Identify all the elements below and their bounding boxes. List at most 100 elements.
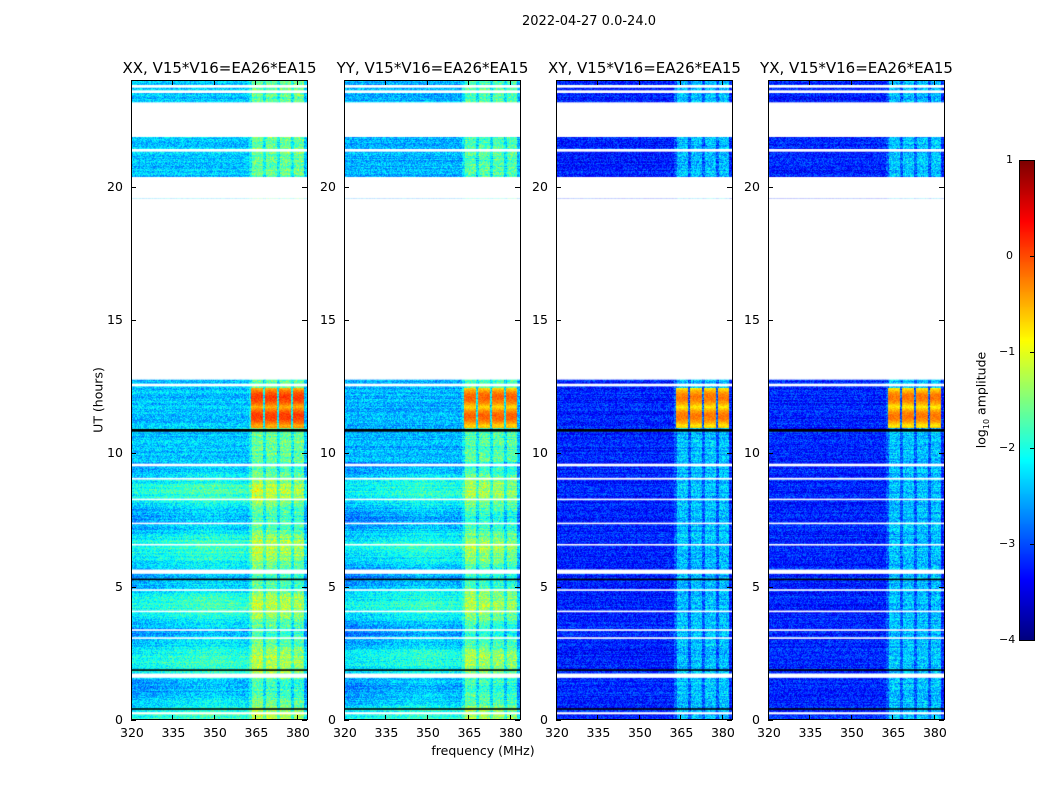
x-tick	[509, 715, 511, 720]
x-tick	[680, 80, 682, 85]
colorbar-tick-label: −1	[999, 345, 1016, 358]
y-tick	[131, 453, 136, 455]
colorbar-label: log10 amplitude	[973, 352, 991, 448]
spectrogram-image	[132, 81, 307, 719]
x-tick	[344, 80, 345, 85]
y-tick	[768, 586, 773, 588]
y-tick	[302, 720, 307, 721]
y-tick-label: 10	[744, 445, 760, 461]
x-tick	[426, 715, 428, 720]
x-tick	[721, 715, 723, 720]
x-tick	[131, 715, 132, 720]
y-tick	[939, 453, 944, 455]
y-tick-label: 15	[532, 312, 548, 327]
x-tick	[768, 715, 769, 720]
y-tick	[131, 720, 136, 721]
y-tick-label: 0	[115, 712, 123, 727]
y-tick-label: 5	[328, 578, 336, 594]
panel-title: XY, V15*V16=EA26*EA15	[548, 59, 741, 77]
x-tick-label: 380	[922, 725, 947, 740]
y-tick	[768, 186, 773, 188]
x-tick	[721, 80, 723, 85]
y-tick	[768, 720, 773, 721]
x-tick-label: 350	[202, 725, 227, 740]
y-tick-label: 15	[320, 312, 336, 327]
y-tick-label: 15	[744, 312, 760, 327]
x-tick-label: 335	[798, 725, 823, 740]
y-tick	[556, 453, 561, 455]
x-tick	[933, 715, 935, 720]
x-tick-label: 335	[586, 725, 611, 740]
x-tick-label: 365	[881, 725, 906, 740]
y-tick-label: 5	[752, 578, 760, 594]
y-tick	[939, 586, 944, 588]
y-tick	[556, 720, 561, 721]
y-tick	[515, 320, 520, 321]
colorbar-label-amplitude: amplitude	[973, 351, 989, 419]
colorbar-tick-label: 1	[1006, 153, 1013, 166]
y-tick-label: 10	[532, 445, 548, 461]
y-tick-label: 5	[540, 578, 548, 594]
panel-title: YX, V15*V16=EA26*EA15	[760, 59, 953, 77]
colorbar-label-base: 10	[981, 418, 991, 430]
y-tick	[131, 320, 136, 321]
x-tick	[638, 715, 640, 720]
figure-title: 2022-04-27 0.0-24.0	[522, 14, 656, 29]
spectrogram-panel-1	[131, 80, 308, 720]
y-axis-label: UT (hours)	[90, 367, 106, 433]
y-tick	[727, 453, 732, 455]
y-tick-label: 0	[328, 712, 336, 727]
y-tick-label: 0	[752, 712, 760, 727]
x-tick-label: 380	[710, 725, 735, 740]
spectrogram-image	[769, 81, 944, 719]
x-tick	[680, 715, 682, 720]
spectrogram-panel-3	[556, 80, 733, 720]
y-tick-label: 10	[107, 445, 123, 461]
x-tick	[597, 715, 599, 720]
y-tick-label: 5	[115, 578, 123, 594]
y-tick	[768, 453, 773, 455]
x-tick	[933, 80, 935, 85]
x-tick	[468, 80, 470, 85]
y-tick-label: 20	[320, 178, 336, 194]
x-tick	[892, 80, 894, 85]
y-tick	[939, 320, 944, 321]
y-tick-label: 10	[320, 445, 336, 461]
spectrogram-image	[345, 81, 520, 719]
x-tick-label: 335	[374, 725, 399, 740]
x-tick	[768, 80, 769, 85]
y-tick	[302, 453, 307, 455]
x-tick	[426, 80, 428, 85]
y-tick	[556, 586, 561, 588]
spectrogram-panel-4	[768, 80, 945, 720]
y-tick	[131, 186, 136, 188]
x-tick	[597, 80, 599, 85]
y-tick-label: 0	[540, 712, 548, 727]
y-tick	[344, 320, 349, 321]
colorbar-tick	[1030, 640, 1034, 641]
colorbar-tick	[1030, 448, 1034, 449]
x-tick	[344, 715, 345, 720]
x-tick	[385, 715, 387, 720]
y-tick	[727, 586, 732, 588]
x-tick	[809, 80, 811, 85]
x-tick-label: 320	[120, 725, 144, 740]
colorbar-tick-label: −3	[999, 537, 1016, 550]
y-tick	[515, 186, 520, 188]
x-tick	[892, 715, 894, 720]
colorbar	[1019, 160, 1035, 641]
x-tick	[213, 80, 215, 85]
x-tick	[638, 80, 640, 85]
y-tick	[302, 320, 307, 321]
y-tick	[344, 586, 349, 588]
x-tick	[172, 80, 174, 85]
y-tick-label: 20	[744, 178, 760, 194]
x-tick	[255, 715, 257, 720]
x-tick	[296, 715, 298, 720]
y-tick-label: 15	[107, 312, 123, 327]
y-tick	[727, 186, 732, 188]
colorbar-tick	[1030, 256, 1034, 257]
colorbar-tick-label: 0	[1006, 249, 1013, 262]
x-tick-label: 320	[757, 725, 781, 740]
y-tick	[727, 720, 732, 721]
